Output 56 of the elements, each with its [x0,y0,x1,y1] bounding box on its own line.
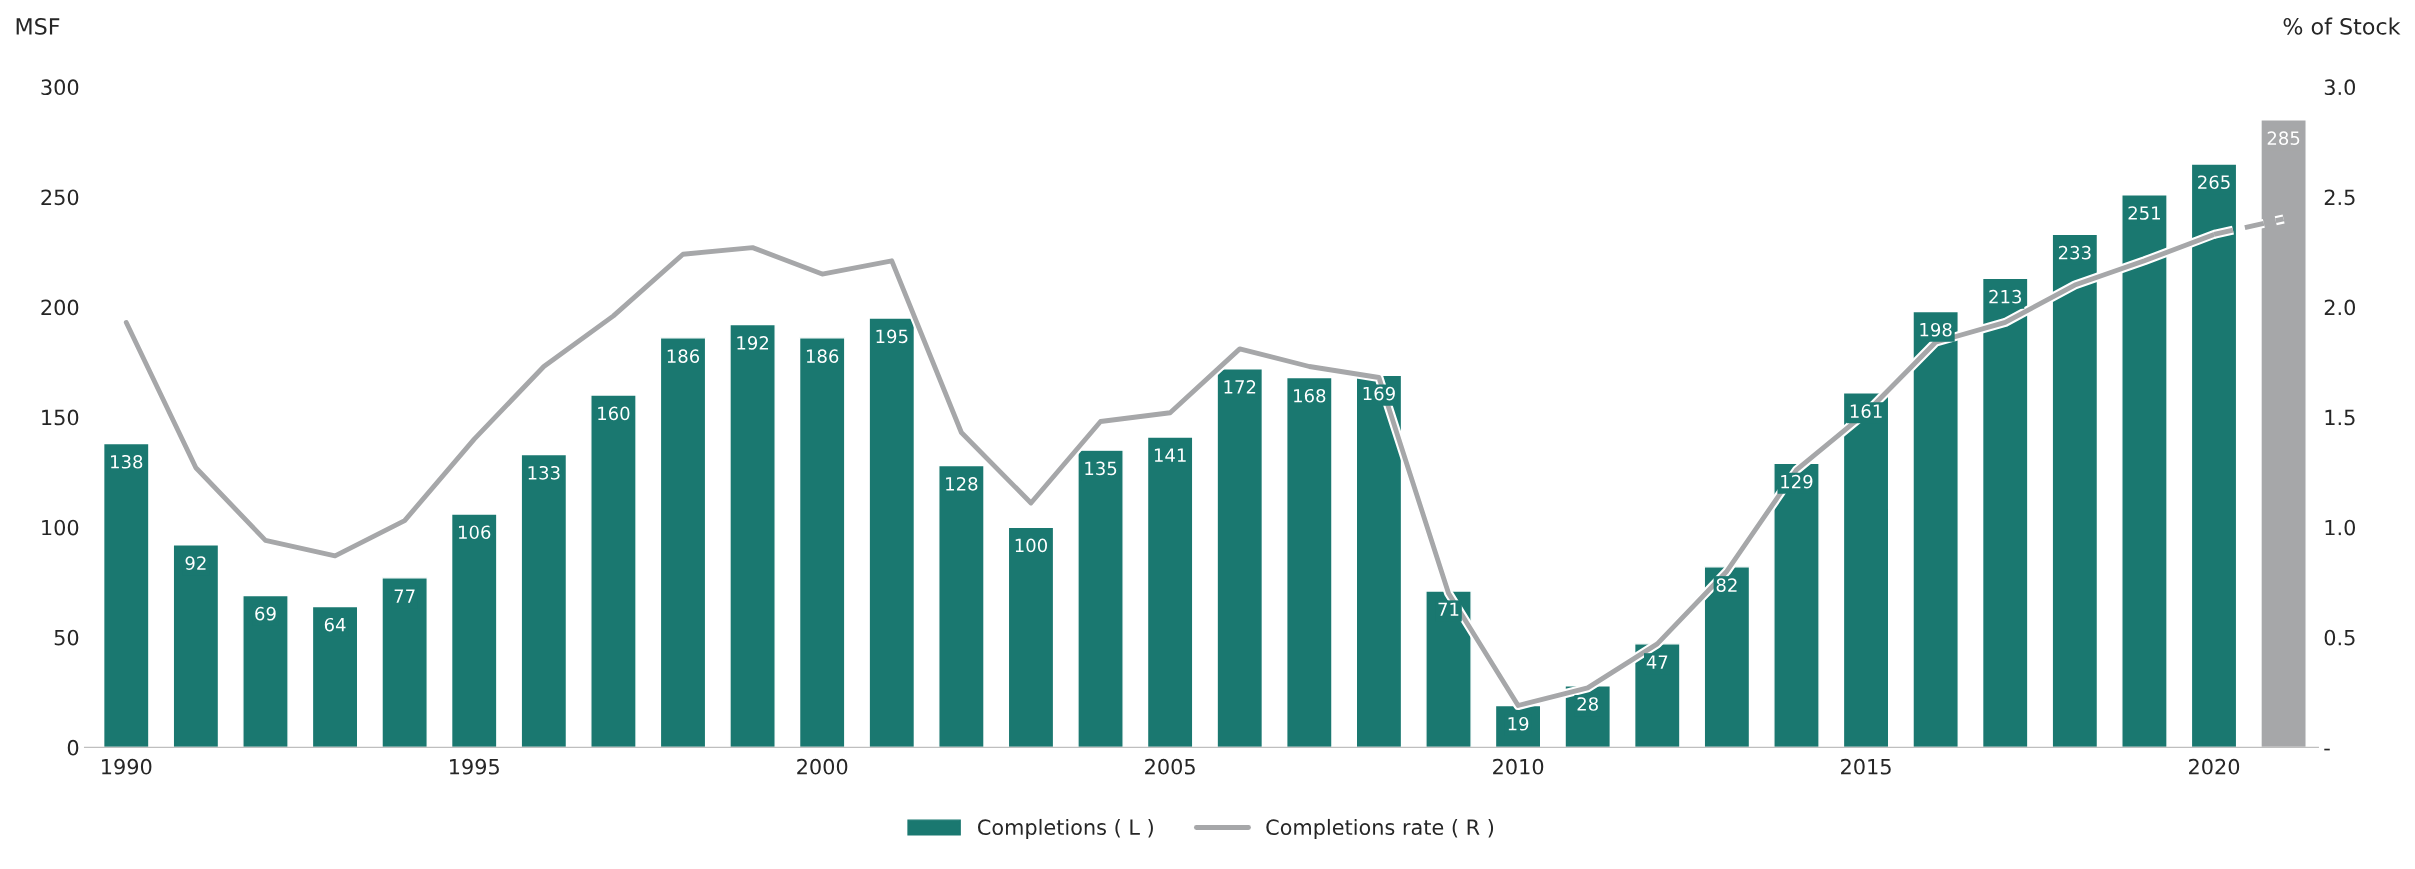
y2-tick-label: 2.5 [2324,189,2355,206]
data-label: 265 [2198,175,2230,190]
data-label: 129 [1781,474,1813,489]
data-label: 135 [1085,461,1117,476]
data-label: 186 [667,349,700,363]
x-tick-label: 2010 [1493,758,1544,775]
data-label: 128 [946,476,978,491]
data-label: 28 [1577,697,1598,711]
y2-tick-label: 0.5 [2324,629,2355,646]
x-tick-label: 1995 [450,758,499,775]
data-label: 47 [1646,655,1668,669]
x-tick-label: 2015 [1841,758,1891,775]
data-label: 106 [458,525,491,540]
data-label: 77 [394,589,415,603]
y2-axis-title: % of Stock [2283,17,2401,35]
data-label: 100 [1015,538,1047,553]
y-tick-label: 100 [42,519,79,536]
legend-label: Completions rate ( R ) [1266,818,1494,840]
y-tick-label: 250 [41,189,79,206]
data-label: 169 [1363,386,1395,401]
data-label: 19 [1508,716,1529,731]
y-tick-label: 0 [67,739,79,756]
data-label: 168 [1294,388,1326,403]
x-tick-label: 2005 [1145,758,1195,775]
data-label: 186 [806,349,839,363]
data-label: 82 [1716,578,1737,592]
legend-label: Completions ( L ) [977,818,1153,840]
y-tick-label: 50 [54,629,79,646]
data-label: 138 [111,454,143,469]
data-label: 141 [1154,448,1186,462]
data-label: 285 [2267,131,2300,146]
data-label: 92 [185,556,206,570]
data-label: 195 [876,329,908,344]
data-label: 213 [1989,289,2022,304]
y-axis-title: MSF [16,17,60,35]
y2-tick-label: 1.5 [2325,409,2355,426]
data-label: 133 [528,465,560,480]
y2-tick-label: 1.0 [2325,519,2356,536]
data-label: 71 [1438,602,1459,616]
y-tick-label: 150 [42,409,79,426]
y2-tick-label: - [2324,748,2330,751]
y2-tick-label: 2.0 [2324,299,2356,316]
x-tick-label: 1990 [102,758,152,775]
y-tick-label: 200 [41,299,79,316]
data-label: 172 [1224,380,1256,394]
data-label: 251 [2128,206,2160,220]
x-tick-label: 2000 [797,758,848,775]
y2-tick-label: 3.0 [2324,79,2356,96]
data-label: 233 [2058,245,2091,260]
data-label: 198 [1920,322,1952,337]
data-label: 64 [324,617,346,632]
data-label: 69 [255,606,276,621]
data-label: 160 [598,406,630,421]
y-tick-label: 300 [41,79,79,96]
data-label: 192 [737,336,769,350]
x-tick-label: 2020 [2189,758,2240,775]
